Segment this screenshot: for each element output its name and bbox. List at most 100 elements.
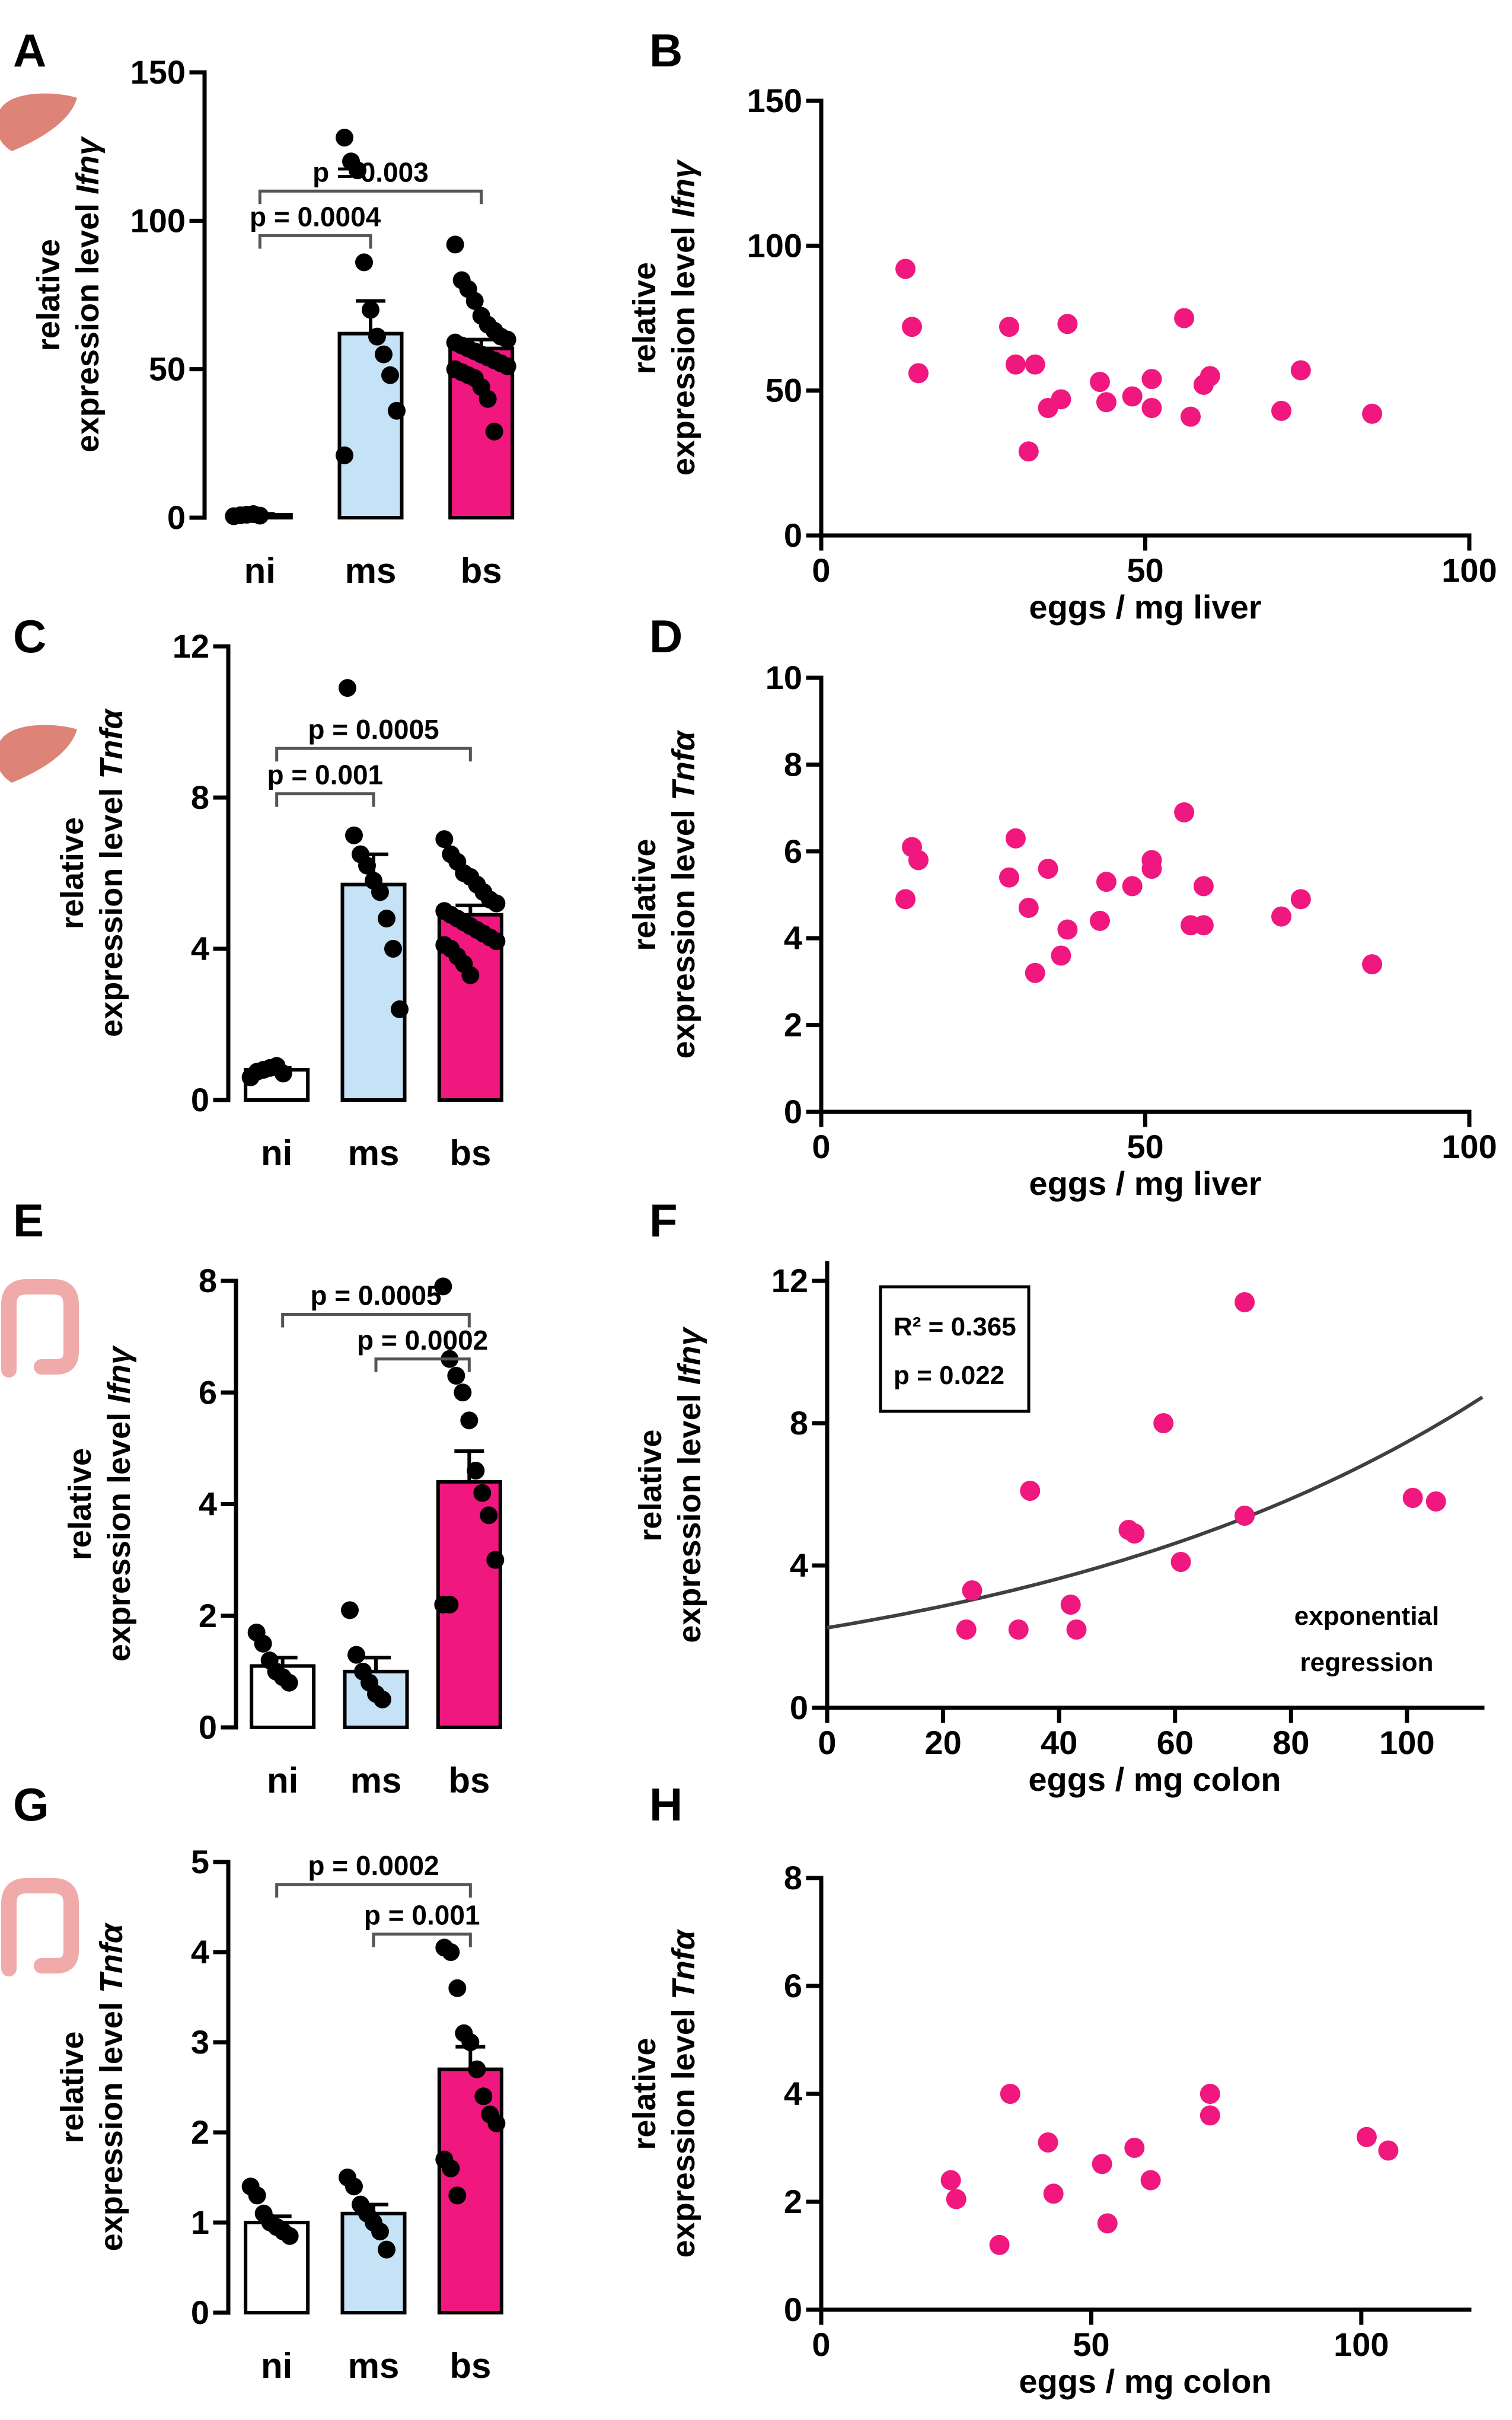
liver-icon [0, 725, 77, 783]
scatter-point [1402, 1488, 1423, 1508]
y-axis-label-line1: relative [633, 1429, 668, 1541]
scatter-point [946, 2189, 966, 2209]
scatter-point [1141, 397, 1162, 418]
y-axis-label: relative expression level Ifnγ [31, 136, 106, 452]
data-point [378, 910, 395, 927]
y-axis-label-line1: relative [55, 2031, 90, 2143]
data-point [345, 826, 363, 844]
scatter-point [1141, 369, 1162, 390]
data-point [374, 1690, 391, 1708]
p-value-label: p = 0.0004 [250, 201, 381, 232]
scatter-point [1089, 910, 1110, 931]
scatter-point [1008, 1619, 1029, 1640]
y-axis-label: relative expression level Tnfα [627, 729, 701, 1058]
gene-name: Tnfα [94, 708, 129, 779]
category-label: ms [350, 1761, 402, 1800]
y-tick-label: 4 [784, 919, 802, 956]
scatter-point [1170, 1552, 1191, 1572]
y-tick-label: 2 [784, 1006, 802, 1044]
data-point [371, 883, 389, 901]
data-point [498, 357, 516, 375]
gene-name: Tnfα [666, 729, 701, 801]
scatter-point [1124, 2138, 1145, 2158]
data-point [391, 1000, 409, 1018]
p-value-label: p = 0.001 [267, 760, 384, 790]
category-label: ni [244, 551, 276, 591]
stats-text: p = 0.022 [894, 1361, 1004, 1390]
scatter-point [1097, 2213, 1118, 2234]
scatter-point [1020, 1481, 1041, 1501]
scatter-point [999, 867, 1019, 888]
category-label: bs [461, 551, 502, 591]
scatter-point [1200, 2105, 1220, 2126]
data-point [371, 2223, 389, 2241]
y-tick-label: 6 [784, 1967, 802, 2004]
x-tick-label: 60 [1157, 1724, 1194, 1761]
y-tick-label: 4 [790, 1547, 808, 1584]
scatter-point [1425, 1491, 1446, 1512]
scatter-point [1181, 406, 1201, 427]
y-tick-label: 8 [790, 1404, 808, 1442]
y-axis-label-line2: expression level [666, 2000, 701, 2258]
y-tick-label: 50 [149, 350, 186, 388]
scatter-point [1005, 828, 1026, 849]
scatter-point [902, 317, 923, 337]
y-tick-label: 8 [784, 1859, 802, 1896]
panel-label: G [13, 1778, 49, 1831]
data-point [473, 1484, 492, 1502]
x-tick-label: 20 [924, 1724, 961, 1761]
data-point [280, 2227, 299, 2245]
p-value-label: p = 0.003 [312, 157, 429, 187]
data-point [460, 1411, 479, 1430]
significance-bracket [281, 1312, 471, 1328]
category-label: bs [449, 2346, 491, 2386]
scatter-point [1271, 906, 1292, 927]
x-tick-label: 50 [1127, 1128, 1163, 1165]
p-value-label: p = 0.0005 [308, 714, 439, 745]
data-point [384, 940, 402, 958]
data-point [441, 1595, 459, 1614]
data-point [447, 1367, 465, 1385]
y-tick-label: 12 [173, 627, 209, 665]
y-axis-label: relative expression level Ifnγ [62, 1345, 137, 1662]
scatter-point [1141, 859, 1162, 879]
scatter-point [908, 850, 929, 871]
p-value-label: p = 0.0002 [357, 1325, 488, 1356]
panel-label: E [13, 1194, 44, 1246]
data-point [486, 1551, 505, 1569]
data-point [442, 1943, 460, 1961]
panel-label: D [649, 610, 682, 662]
data-point [434, 1277, 452, 1296]
category-label: ms [345, 551, 397, 591]
data-point [362, 301, 379, 319]
data-point [487, 932, 506, 951]
colon-icon [1, 1878, 79, 1976]
bar-ms [340, 882, 407, 1102]
y-axis-label-line2: expression level [666, 801, 701, 1058]
y-axis-label-line2: expression level [666, 218, 701, 476]
data-point [448, 2186, 467, 2205]
y-tick-label: 0 [191, 2294, 209, 2331]
y-axis-label: relative expression level Ifnγ [633, 1326, 707, 1643]
significance-bracket [275, 747, 472, 762]
gene-name: Ifnγ [101, 1345, 137, 1404]
y-tick-label: 3 [191, 2023, 209, 2061]
scatter-point [1124, 1523, 1145, 1544]
scatter-point [1362, 954, 1383, 975]
panel-label: F [649, 1194, 678, 1246]
significance-bracket [275, 1883, 472, 1898]
scatter-point [1200, 2084, 1220, 2104]
y-tick-label: 4 [199, 1485, 217, 1523]
stats-box [879, 1285, 1031, 1413]
scatter-point [1025, 962, 1045, 983]
data-point [280, 1673, 298, 1692]
y-axis-label-line2: expression level [70, 195, 106, 452]
regression-curve [827, 1395, 1484, 1630]
x-axis-label: eggs / mg liver [1029, 1165, 1261, 1202]
y-tick-label: 2 [199, 1597, 217, 1634]
